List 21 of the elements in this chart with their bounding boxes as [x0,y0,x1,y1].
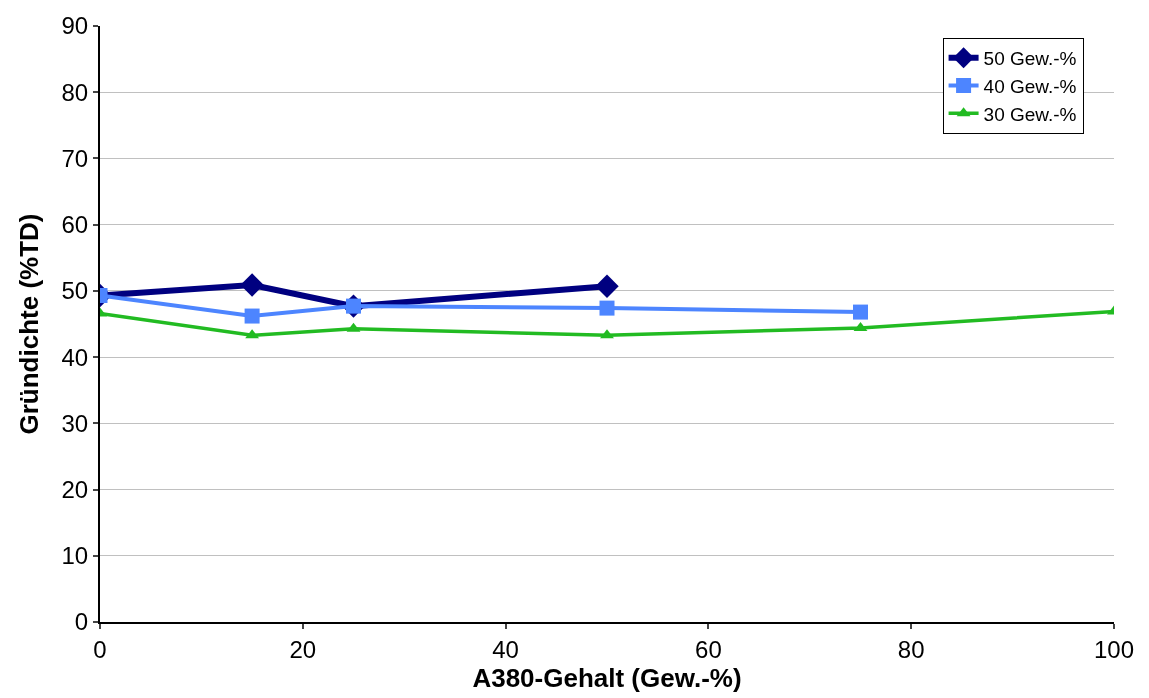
y-tick-label: 20 [61,475,89,503]
y-tick-label: 80 [61,78,89,106]
x-axis-title: A380-Gehalt (Gew.-%) [472,662,742,693]
x-tick-label: 20 [289,635,317,663]
y-tick-label: 40 [61,343,89,371]
legend-label: 30 Gew.-% [983,103,1077,125]
y-tick-label: 70 [61,144,89,172]
y-tick-label: 50 [61,277,89,305]
x-tick-label: 60 [695,635,722,663]
y-tick-label: 30 [61,409,89,437]
y-tick-label: 0 [74,608,89,636]
legend-label: 40 Gew.-% [983,75,1077,97]
legend-label: 50 Gew.-% [983,48,1077,70]
x-tick-label: 40 [492,635,519,663]
x-tick-label: 80 [897,635,925,663]
y-axis-title: Gründichte (%TD) [14,213,45,435]
x-tick-label: 0 [93,635,107,663]
y-tick-label: 10 [61,542,89,570]
y-tick-label: 90 [61,12,89,40]
x-tick-label: 100 [1093,635,1135,663]
y-tick-label: 60 [61,211,89,239]
